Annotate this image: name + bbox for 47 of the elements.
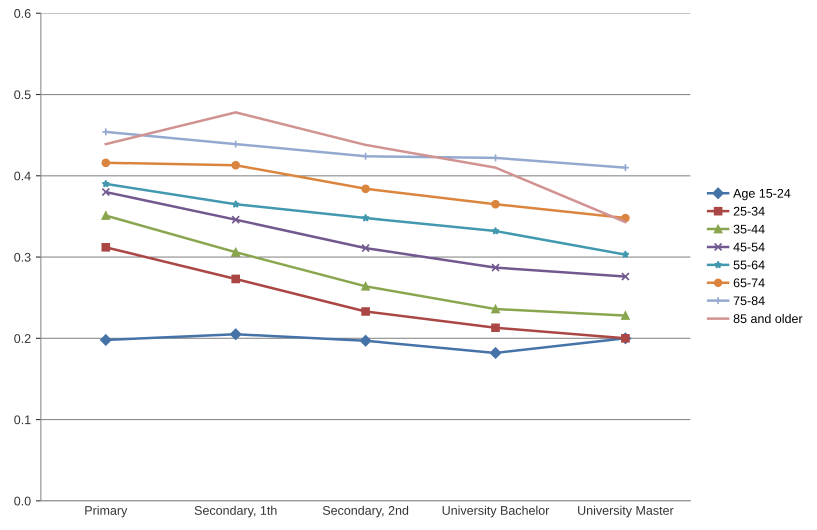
legend-label: 85 and older (734, 314, 802, 324)
point (491, 304, 500, 314)
y-tick-label: 0.0 (14, 496, 31, 506)
legend-label: 35-44 (734, 224, 765, 234)
point (360, 335, 372, 346)
point (491, 263, 500, 272)
point (232, 200, 240, 208)
y-tick-label: 0.2 (14, 334, 30, 343)
point (101, 188, 110, 196)
point (490, 347, 502, 359)
y-tick-label: 0.6 (14, 9, 31, 18)
point (230, 328, 242, 340)
point (100, 334, 112, 346)
point (621, 311, 630, 320)
legend-label: 65-74 (734, 278, 765, 288)
legend-label: 45-54 (733, 242, 765, 252)
point (231, 274, 240, 284)
point (231, 160, 240, 170)
legend-label: 25-34 (734, 206, 765, 216)
point (491, 323, 500, 332)
y-tick-label: 0.4 (14, 172, 31, 180)
point (621, 272, 630, 281)
point (101, 158, 110, 168)
point (101, 242, 110, 252)
y-tick-label: 0.3 (14, 252, 31, 262)
point (491, 226, 500, 235)
x-tick-label: University Bachelor (442, 506, 550, 518)
legend-label: 55-64 (734, 260, 765, 270)
x-tick-label: Secondary, 2nd (322, 506, 408, 518)
point (102, 180, 110, 188)
point (361, 214, 370, 222)
x-tick-label: University Master (578, 506, 674, 518)
y-tick-label: 0.5 (14, 90, 31, 100)
point (621, 250, 630, 258)
point (491, 200, 500, 209)
x-tick-label: Primary (85, 506, 128, 518)
point (231, 248, 240, 256)
point (361, 184, 370, 194)
legend-label: Age 15-24 (733, 188, 790, 200)
y-tick-label: 0.1 (14, 415, 31, 424)
x-tick-label: Secondary, 1th (194, 506, 276, 518)
point (101, 211, 110, 220)
point (361, 307, 370, 316)
point (231, 215, 240, 224)
legend-label: 75-84 (734, 296, 765, 306)
point (361, 282, 370, 291)
point (361, 244, 370, 252)
